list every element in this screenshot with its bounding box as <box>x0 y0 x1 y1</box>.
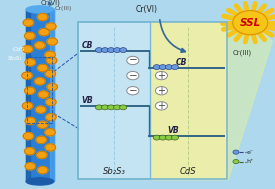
Circle shape <box>233 11 268 35</box>
Circle shape <box>120 48 127 53</box>
Circle shape <box>153 135 160 140</box>
Bar <box>78 22 227 179</box>
Bar <box>50 9 54 181</box>
Circle shape <box>35 106 46 113</box>
Text: −: − <box>128 71 137 81</box>
Circle shape <box>22 72 32 79</box>
Text: Cr(VI): Cr(VI) <box>136 5 158 14</box>
Circle shape <box>155 102 167 110</box>
Circle shape <box>35 78 45 85</box>
Circle shape <box>39 29 49 36</box>
Text: CB: CB <box>176 58 188 67</box>
Text: VB: VB <box>168 126 180 135</box>
Text: −: − <box>128 56 137 65</box>
Circle shape <box>47 83 57 91</box>
Circle shape <box>127 71 139 80</box>
Circle shape <box>46 57 57 64</box>
Circle shape <box>45 129 55 136</box>
Circle shape <box>95 48 103 53</box>
Circle shape <box>38 91 49 98</box>
Text: Cr(III): Cr(III) <box>54 6 72 11</box>
Circle shape <box>108 48 115 53</box>
Circle shape <box>37 151 47 159</box>
Circle shape <box>22 102 33 109</box>
Circle shape <box>108 105 115 110</box>
Circle shape <box>171 135 178 140</box>
Circle shape <box>171 65 178 70</box>
Circle shape <box>155 87 167 95</box>
Circle shape <box>46 23 56 30</box>
Circle shape <box>24 87 35 94</box>
Circle shape <box>45 51 55 58</box>
Text: Sb₂S₃: Sb₂S₃ <box>103 167 126 177</box>
Circle shape <box>37 121 48 128</box>
Circle shape <box>233 160 239 164</box>
Text: SSL: SSL <box>240 18 261 28</box>
Ellipse shape <box>26 178 54 185</box>
Circle shape <box>114 48 121 53</box>
Circle shape <box>155 71 167 80</box>
Circle shape <box>37 64 48 72</box>
Circle shape <box>101 105 109 110</box>
Circle shape <box>46 98 56 106</box>
Text: e⁻: e⁻ <box>247 150 254 155</box>
Circle shape <box>22 46 33 53</box>
Text: +: + <box>157 101 166 111</box>
Circle shape <box>165 135 172 140</box>
Circle shape <box>95 105 103 110</box>
Circle shape <box>165 65 172 70</box>
Bar <box>28 57 52 123</box>
Polygon shape <box>110 9 272 180</box>
Circle shape <box>127 56 139 65</box>
Circle shape <box>233 150 239 154</box>
Text: −: − <box>128 86 137 96</box>
Bar <box>26 9 54 181</box>
Text: CdS: CdS <box>180 167 197 177</box>
Circle shape <box>101 48 109 53</box>
Circle shape <box>25 117 35 125</box>
Text: Cr(III): Cr(III) <box>232 50 252 56</box>
Bar <box>150 22 227 179</box>
Bar <box>78 22 227 179</box>
Ellipse shape <box>26 6 54 13</box>
Circle shape <box>25 59 35 66</box>
Circle shape <box>25 163 35 170</box>
Circle shape <box>159 65 166 70</box>
Text: CB: CB <box>82 41 93 50</box>
Circle shape <box>23 132 34 140</box>
Text: VB: VB <box>82 96 94 105</box>
Bar <box>26 9 30 181</box>
Text: CdS: CdS <box>13 47 25 52</box>
Circle shape <box>120 105 127 110</box>
Circle shape <box>35 42 45 49</box>
Circle shape <box>45 144 56 151</box>
Text: Cr(VI): Cr(VI) <box>41 0 61 6</box>
Circle shape <box>153 65 160 70</box>
Circle shape <box>24 32 35 40</box>
Text: h⁺: h⁺ <box>247 159 254 164</box>
Circle shape <box>45 70 56 77</box>
Circle shape <box>114 105 121 110</box>
Circle shape <box>37 167 48 174</box>
Text: +: + <box>157 86 166 96</box>
Circle shape <box>23 19 34 26</box>
Circle shape <box>159 135 166 140</box>
Circle shape <box>24 148 35 155</box>
Circle shape <box>37 13 48 21</box>
Circle shape <box>127 87 139 95</box>
Circle shape <box>36 136 46 143</box>
Circle shape <box>46 114 56 121</box>
Text: +: + <box>157 71 166 81</box>
Circle shape <box>47 38 57 45</box>
Text: Sb₂S₃: Sb₂S₃ <box>8 56 22 60</box>
